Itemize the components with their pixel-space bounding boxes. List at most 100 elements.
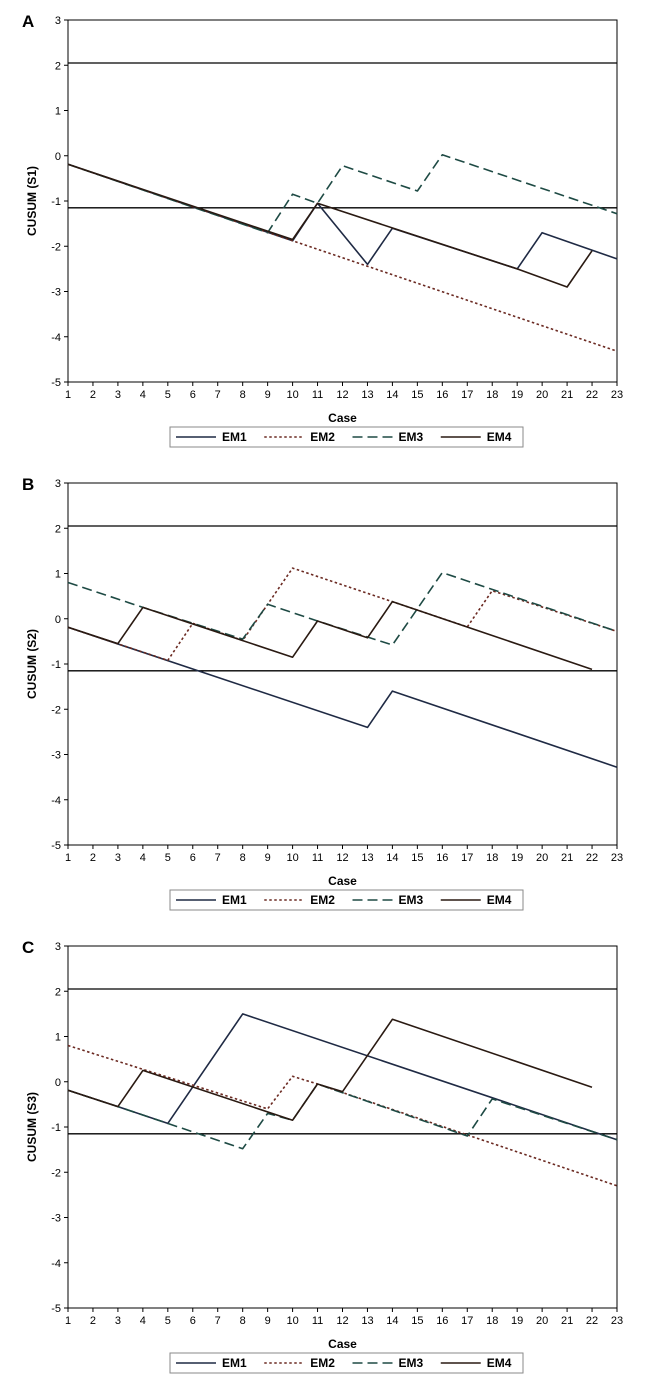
x-tick-label: 8 xyxy=(240,1315,246,1327)
panel-letter: B xyxy=(22,475,34,494)
x-tick-label: 18 xyxy=(486,1315,498,1327)
x-tick-label: 4 xyxy=(140,852,146,864)
plot-frame xyxy=(67,482,618,846)
x-axis-title: Case xyxy=(328,1337,357,1351)
y-tick-label: 1 xyxy=(55,106,61,118)
x-tick-label: 20 xyxy=(536,1315,548,1327)
series-line-em1 xyxy=(67,626,618,768)
legend: EM1 EM2 EM3 EM4 xyxy=(169,426,524,448)
y-tick-label: -2 xyxy=(51,241,61,253)
y-tick-label: -3 xyxy=(51,1213,61,1225)
y-tick-label: -3 xyxy=(51,287,61,299)
x-tick-label: 23 xyxy=(611,1315,623,1327)
x-tick-label: 23 xyxy=(611,389,623,401)
x-tick-label: 22 xyxy=(586,389,598,401)
y-tick-label: 3 xyxy=(55,478,61,490)
legend-label-em3: EM3 xyxy=(399,1356,424,1370)
y-tick-label: -4 xyxy=(51,1258,61,1270)
series-line-em1 xyxy=(67,163,618,270)
y-tick-label: -1 xyxy=(51,659,61,671)
x-tick-label: 15 xyxy=(411,852,423,864)
x-tick-label: 1 xyxy=(65,1315,71,1327)
legend-box xyxy=(169,426,524,448)
plot-frame xyxy=(67,945,618,1309)
panel-letter: C xyxy=(22,938,34,957)
y-tick-label: -4 xyxy=(51,795,61,807)
x-tick-label: 13 xyxy=(361,389,373,401)
x-tick-label: 12 xyxy=(336,852,348,864)
x-tick-label: 20 xyxy=(536,389,548,401)
legend-label-em2: EM2 xyxy=(310,893,335,907)
x-tick-label: 11 xyxy=(312,852,323,864)
x-tick-label: 15 xyxy=(411,389,423,401)
series-line-em3 xyxy=(67,571,618,646)
x-tick-label: 6 xyxy=(190,852,196,864)
x-tick-label: 8 xyxy=(240,852,246,864)
legend: EM1 EM2 EM3 EM4 xyxy=(169,889,524,911)
y-tick-label: -2 xyxy=(51,704,61,716)
y-tick-label: -1 xyxy=(51,1122,61,1134)
series-line-em4 xyxy=(67,1018,593,1121)
legend-label-em4: EM4 xyxy=(487,430,512,444)
x-axis-title: Case xyxy=(328,411,357,425)
legend-label-em2: EM2 xyxy=(310,430,335,444)
y-tick-label: 1 xyxy=(55,1032,61,1044)
series-line-em3 xyxy=(67,1083,618,1150)
x-tick-label: 18 xyxy=(486,389,498,401)
x-tick-label: 12 xyxy=(336,1315,348,1327)
x-tick-label: 23 xyxy=(611,852,623,864)
x-tick-label: 7 xyxy=(215,852,221,864)
x-tick-label: 21 xyxy=(561,1315,573,1327)
x-tick-label: 21 xyxy=(561,389,573,401)
legend-label-em4: EM4 xyxy=(487,893,512,907)
x-tick-label: 16 xyxy=(436,1315,448,1327)
x-tick-label: 4 xyxy=(140,389,146,401)
series-line-em1 xyxy=(67,1013,618,1141)
x-tick-label: 2 xyxy=(90,389,96,401)
x-tick-label: 17 xyxy=(461,389,473,401)
y-tick-label: 3 xyxy=(55,15,61,27)
y-axis-title: CUSUM (S1) xyxy=(25,166,39,236)
x-tick-label: 15 xyxy=(411,1315,423,1327)
x-tick-label: 6 xyxy=(190,1315,196,1327)
y-tick-label: -4 xyxy=(51,332,61,344)
legend-label-em1: EM1 xyxy=(222,430,247,444)
panel-letter: A xyxy=(22,12,34,31)
legend-box xyxy=(169,889,524,911)
x-tick-label: 7 xyxy=(215,1315,221,1327)
y-tick-label: 3 xyxy=(55,941,61,953)
x-tick-label: 19 xyxy=(511,852,523,864)
y-tick-label: -3 xyxy=(51,750,61,762)
x-tick-label: 21 xyxy=(561,852,573,864)
x-tick-label: 14 xyxy=(386,1315,398,1327)
x-tick-label: 10 xyxy=(286,1315,298,1327)
legend-label-em4: EM4 xyxy=(487,1356,512,1370)
x-tick-label: 20 xyxy=(536,852,548,864)
x-tick-label: 17 xyxy=(461,852,473,864)
x-tick-label: 10 xyxy=(286,852,298,864)
x-tick-label: 6 xyxy=(190,389,196,401)
x-tick-label: 1 xyxy=(65,389,71,401)
y-tick-label: 2 xyxy=(55,986,61,998)
x-tick-label: 19 xyxy=(511,389,523,401)
x-tick-label: 3 xyxy=(115,852,121,864)
x-tick-label: 3 xyxy=(115,1315,121,1327)
y-tick-label: -5 xyxy=(51,1303,61,1315)
x-tick-label: 14 xyxy=(386,389,398,401)
x-tick-label: 16 xyxy=(436,389,448,401)
x-tick-label: 9 xyxy=(265,389,271,401)
legend-label-em3: EM3 xyxy=(399,893,424,907)
x-tick-label: 2 xyxy=(90,1315,96,1327)
x-tick-label: 5 xyxy=(165,852,171,864)
y-tick-label: 1 xyxy=(55,569,61,581)
x-tick-label: 2 xyxy=(90,852,96,864)
x-tick-label: 14 xyxy=(386,852,398,864)
series-line-em2 xyxy=(67,1044,618,1187)
x-tick-label: 3 xyxy=(115,389,121,401)
y-tick-label: 0 xyxy=(55,1077,61,1089)
legend-label-em2: EM2 xyxy=(310,1356,335,1370)
